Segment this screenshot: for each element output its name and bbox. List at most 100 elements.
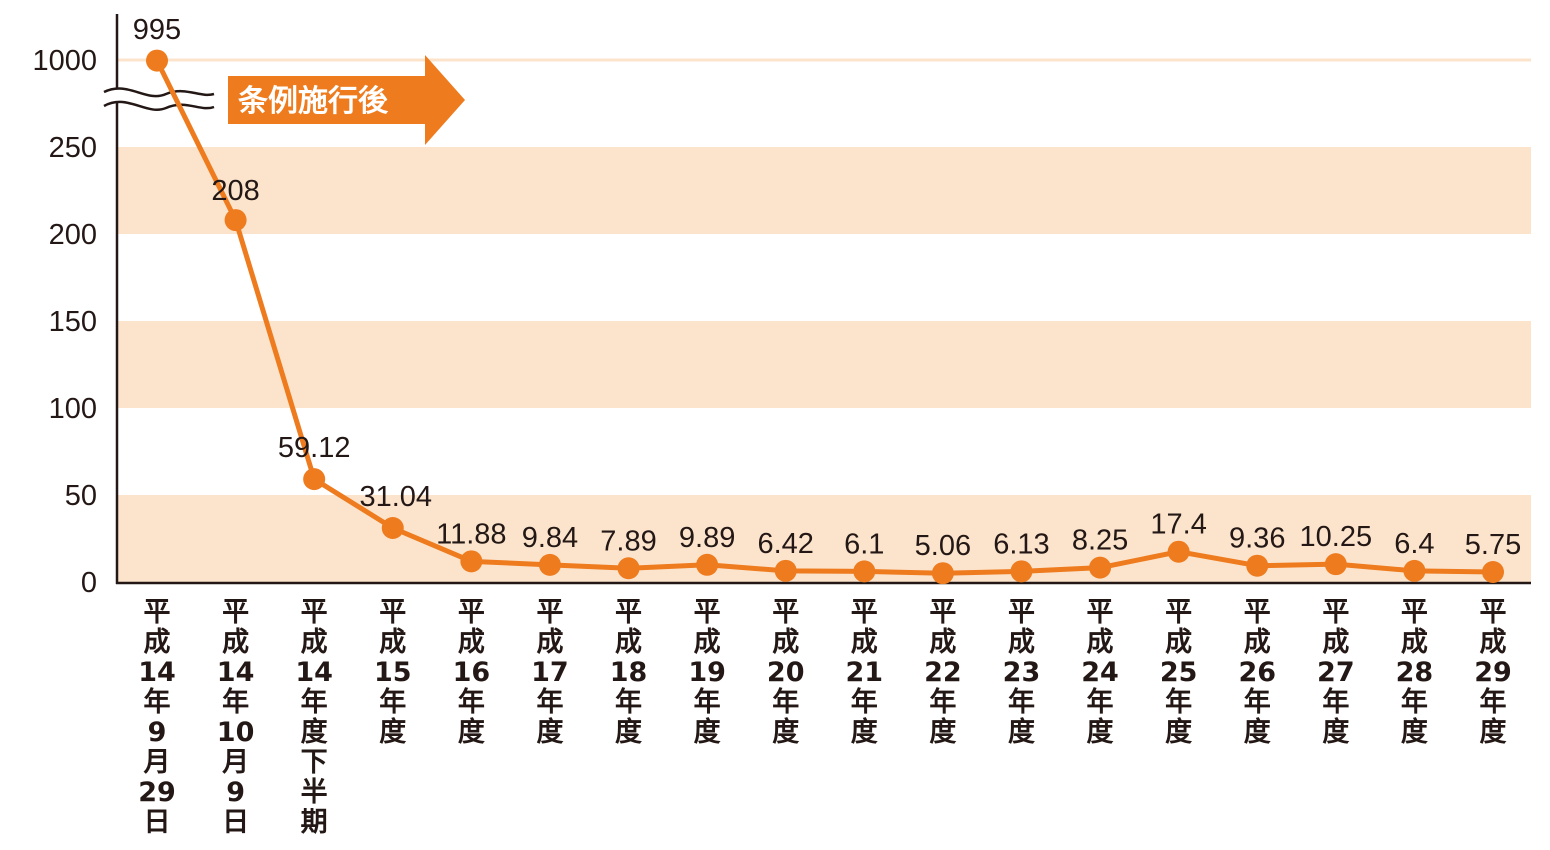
x-tick-label-2-part-1: 成 bbox=[301, 627, 328, 658]
x-tick-label-5-part-4: 度 bbox=[536, 716, 563, 748]
x-tick-label-0-part-0: 平 bbox=[144, 597, 171, 628]
data-label-12: 8.25 bbox=[1072, 525, 1128, 557]
data-label-11: 6.13 bbox=[993, 528, 1049, 560]
data-label-4: 11.88 bbox=[436, 518, 506, 550]
x-tick-label-3-part-0: 平 bbox=[379, 597, 406, 628]
data-label-15: 10.25 bbox=[1300, 521, 1373, 553]
x-tick-label-16-part-2: 28 bbox=[1396, 657, 1434, 688]
x-tick-label-17-part-0: 平 bbox=[1480, 597, 1507, 628]
x-tick-label-17-part-3: 年 bbox=[1480, 686, 1507, 718]
x-tick-label-0-part-2: 14 bbox=[138, 657, 176, 688]
x-tick-label-13-part-1: 成 bbox=[1165, 627, 1192, 658]
x-axis-labels: 平成14年9月29日平成14年10月9日平成14年度下半期平成15年度平成16年… bbox=[138, 597, 1512, 838]
x-tick-label-7-part-0: 平 bbox=[694, 597, 721, 628]
axis-break-line-lower bbox=[103, 100, 215, 111]
data-label-13: 17.4 bbox=[1150, 509, 1206, 541]
x-tick-label-0-part-7: 日 bbox=[144, 807, 171, 838]
x-tick-label-17-part-1: 成 bbox=[1480, 627, 1507, 658]
x-tick-label-3-part-3: 年 bbox=[379, 686, 406, 718]
y-tick-label-1: 50 bbox=[65, 480, 97, 512]
x-tick-label-2-part-5: 下 bbox=[301, 747, 328, 778]
annotation-arrow: 条例施行後 bbox=[228, 55, 465, 145]
x-tick-label-17-part-4: 度 bbox=[1480, 716, 1507, 748]
x-tick-label-16-part-3: 年 bbox=[1401, 686, 1428, 718]
x-tick-label-16-part-0: 平 bbox=[1401, 597, 1428, 628]
x-tick-label-7-part-4: 度 bbox=[694, 716, 721, 748]
series-line bbox=[154, 59, 1494, 576]
x-tick-label-16-part-1: 成 bbox=[1401, 627, 1428, 658]
arrow-shape bbox=[228, 55, 465, 145]
data-point-6 bbox=[617, 557, 640, 580]
data-point-2 bbox=[303, 468, 326, 491]
x-tick-label-2-part-6: 半 bbox=[301, 777, 328, 808]
y-tick-label-3: 150 bbox=[49, 306, 97, 338]
x-tick-label-6-part-4: 度 bbox=[615, 716, 642, 748]
data-label-5: 9.84 bbox=[522, 522, 578, 554]
x-tick-label-4-part-3: 年 bbox=[458, 686, 485, 718]
x-tick-label-15-part-4: 度 bbox=[1322, 716, 1349, 748]
x-tick-label-2-part-4: 度 bbox=[301, 716, 328, 748]
data-point-16 bbox=[1403, 559, 1426, 582]
data-point-3 bbox=[381, 516, 404, 539]
x-tick-label-14-part-0: 平 bbox=[1244, 597, 1271, 628]
data-point-4 bbox=[460, 550, 483, 573]
x-tick-label-11-part-2: 23 bbox=[1003, 657, 1041, 688]
x-tick-label-15-part-0: 平 bbox=[1322, 597, 1349, 628]
x-tick-label-1-part-6: 9 bbox=[226, 777, 245, 808]
axis-break-line-upper bbox=[103, 87, 215, 98]
y-tick-label-2: 100 bbox=[49, 393, 97, 425]
data-label-3: 31.04 bbox=[359, 481, 432, 513]
grid-band-1 bbox=[117, 321, 1531, 408]
x-tick-label-8-part-3: 年 bbox=[772, 686, 799, 718]
x-tick-label-10-part-1: 成 bbox=[929, 627, 956, 658]
data-label-8: 6.42 bbox=[757, 528, 813, 560]
x-tick-label-5-part-1: 成 bbox=[536, 627, 563, 658]
x-tick-label-6-part-1: 成 bbox=[615, 627, 642, 658]
y-tick-label-0: 0 bbox=[81, 567, 97, 599]
x-tick-label-1-part-2: 14 bbox=[217, 657, 255, 688]
data-point-8 bbox=[774, 559, 797, 582]
x-tick-label-4-part-4: 度 bbox=[458, 716, 485, 748]
data-label-9: 6.1 bbox=[844, 528, 884, 560]
data-point-17 bbox=[1482, 560, 1504, 583]
x-tick-label-6-part-2: 18 bbox=[610, 657, 648, 688]
x-tick-label-4-part-1: 成 bbox=[458, 627, 485, 658]
data-point-12 bbox=[1089, 556, 1112, 579]
x-tick-label-2-part-3: 年 bbox=[301, 686, 328, 718]
x-tick-label-1-part-0: 平 bbox=[222, 597, 249, 628]
x-tick-label-9-part-2: 21 bbox=[846, 657, 884, 688]
x-tick-label-14-part-1: 成 bbox=[1244, 627, 1271, 658]
background-bands bbox=[117, 58, 1531, 582]
data-point-9 bbox=[853, 560, 876, 583]
x-tick-label-7-part-3: 年 bbox=[694, 686, 721, 718]
y-tick-label-6: 1000 bbox=[32, 45, 97, 77]
annotation-text: 条例施行後 bbox=[238, 84, 389, 119]
x-tick-label-0-part-1: 成 bbox=[144, 627, 171, 658]
grid-band-0 bbox=[117, 495, 1531, 582]
data-label-0: 995 bbox=[133, 14, 181, 46]
y-tick-label-4: 200 bbox=[49, 219, 97, 251]
data-label-14: 9.36 bbox=[1229, 523, 1285, 555]
x-tick-label-10-part-0: 平 bbox=[929, 597, 956, 628]
x-tick-label-8-part-1: 成 bbox=[772, 627, 799, 658]
x-tick-label-7-part-2: 19 bbox=[688, 657, 726, 688]
x-tick-label-10-part-3: 年 bbox=[929, 686, 956, 718]
x-tick-label-0-part-6: 29 bbox=[138, 777, 176, 808]
x-tick-label-11-part-1: 成 bbox=[1008, 627, 1035, 658]
data-point-1 bbox=[224, 209, 247, 232]
